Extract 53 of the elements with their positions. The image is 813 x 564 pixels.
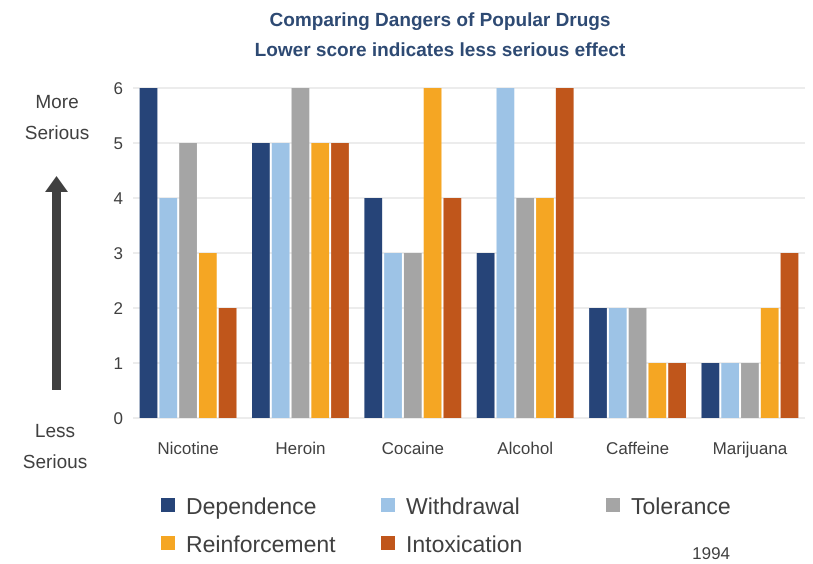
x-tick-label: Heroin bbox=[275, 439, 326, 458]
bar bbox=[516, 198, 534, 418]
text: Less Serious bbox=[22, 421, 88, 473]
bar bbox=[628, 308, 646, 418]
y-tick-label: 2 bbox=[114, 299, 123, 318]
y-tick-label: 0 bbox=[114, 409, 123, 428]
bar bbox=[140, 88, 158, 418]
legend-label: Tolerance bbox=[631, 493, 731, 519]
chart-subtitle: Lower score indicates less serious effect bbox=[254, 40, 626, 61]
legend-label: Withdrawal bbox=[406, 493, 520, 519]
y-tick-label: 1 bbox=[114, 354, 123, 373]
legend-label: Reinforcement bbox=[186, 531, 336, 557]
bar bbox=[496, 88, 514, 418]
x-tick-label: Nicotine bbox=[157, 439, 219, 458]
y-tick-label: 6 bbox=[114, 79, 123, 98]
bar bbox=[364, 198, 382, 418]
y-tick-label: 3 bbox=[114, 244, 123, 263]
bar bbox=[721, 363, 740, 418]
bar bbox=[311, 143, 330, 418]
bar bbox=[741, 363, 759, 418]
y-tick-label: 4 bbox=[114, 189, 123, 208]
bar bbox=[159, 198, 178, 418]
bar bbox=[589, 308, 607, 418]
x-tick-label: Caffeine bbox=[606, 439, 670, 458]
text: 1994 bbox=[692, 544, 730, 563]
x-tick-label: Cocaine bbox=[382, 439, 444, 458]
bar bbox=[608, 308, 627, 418]
legend-label: Dependence bbox=[186, 493, 316, 519]
bar bbox=[760, 308, 779, 418]
x-tick-label: Alcohol bbox=[497, 439, 554, 458]
bar bbox=[780, 253, 798, 418]
bar bbox=[476, 253, 495, 418]
bar bbox=[331, 143, 349, 418]
text: More Serious bbox=[24, 92, 90, 144]
bar bbox=[668, 363, 686, 418]
bar bbox=[384, 253, 402, 418]
chart-title: Comparing Dangers of Popular Drugs bbox=[270, 10, 610, 31]
bar bbox=[701, 363, 720, 418]
bar bbox=[443, 198, 462, 418]
y-tick-label: 5 bbox=[114, 134, 123, 153]
bar bbox=[218, 308, 237, 418]
bar bbox=[179, 143, 197, 418]
legend-label: Intoxication bbox=[406, 531, 522, 557]
bar bbox=[536, 198, 554, 418]
bar bbox=[198, 253, 217, 418]
bar bbox=[272, 143, 290, 418]
bar bbox=[252, 143, 270, 418]
bar bbox=[648, 363, 666, 418]
bar bbox=[424, 88, 442, 418]
bar bbox=[404, 253, 422, 418]
x-tick-label: Marijuana bbox=[712, 439, 788, 458]
bar bbox=[292, 88, 310, 418]
bar bbox=[556, 88, 574, 418]
